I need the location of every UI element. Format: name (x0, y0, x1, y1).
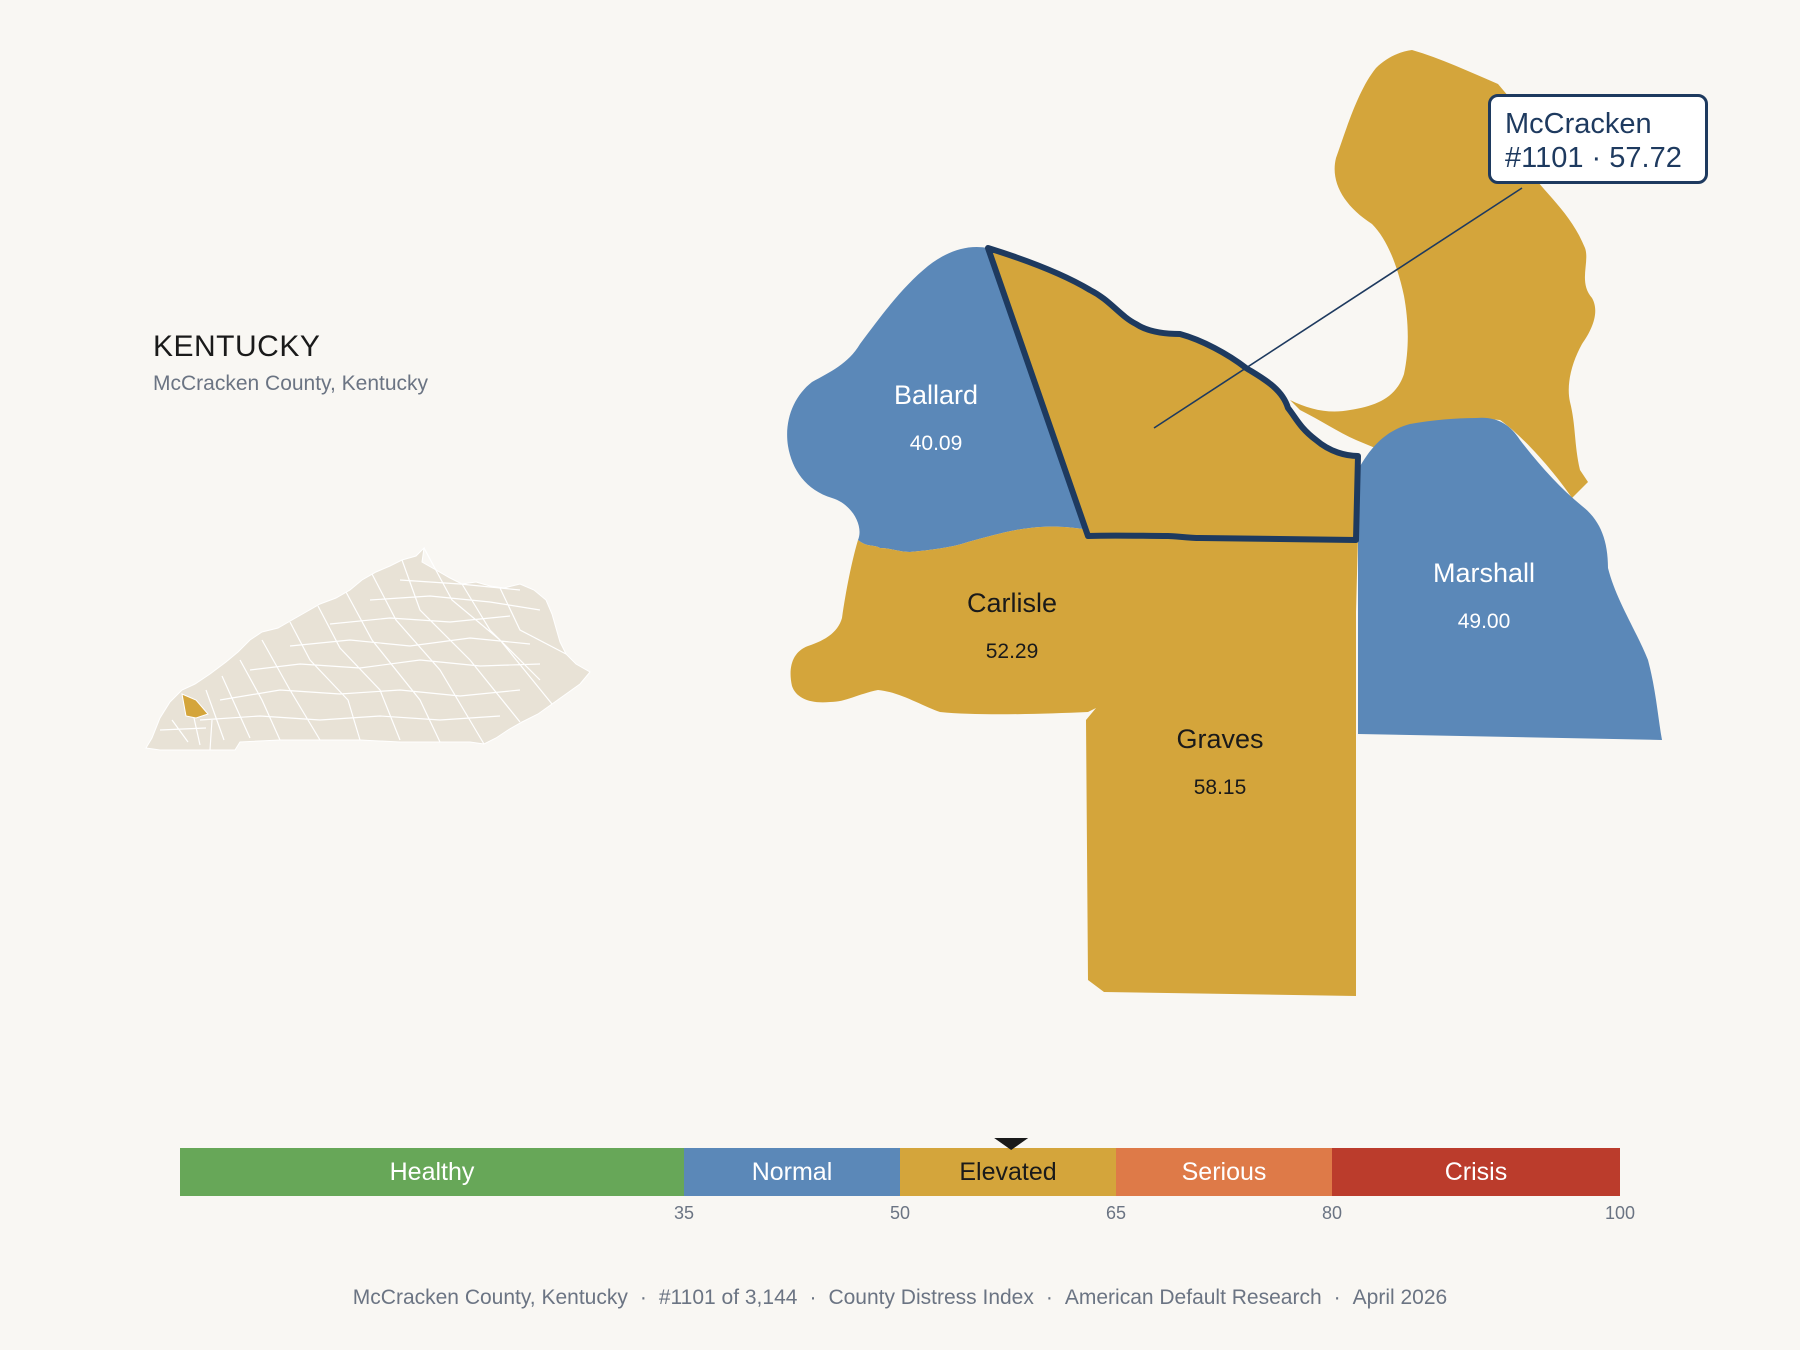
kentucky-inset (145, 546, 591, 751)
scale-tick-label: 100 (1605, 1203, 1635, 1223)
callout-leader-line (1153, 187, 1523, 429)
label-graves-value: 58.15 (1194, 776, 1247, 799)
scale-tick-label: 65 (1106, 1203, 1126, 1223)
scale-marker-icon (994, 1138, 1029, 1150)
scale-band-crisis (1332, 1148, 1620, 1196)
footer-date: April 2026 (1352, 1286, 1448, 1309)
scale-band-label: Serious (1182, 1158, 1267, 1186)
state-title: KENTUCKY (153, 330, 321, 363)
label-ballard-value: 40.09 (910, 432, 963, 455)
scale-tick-label: 80 (1322, 1203, 1342, 1223)
label-carlisle-name: Carlisle (967, 588, 1057, 618)
scale-band-label: Crisis (1445, 1158, 1508, 1186)
footer-rank: #1101 of 3,144 (658, 1286, 798, 1309)
scale-band-label: Elevated (959, 1158, 1056, 1186)
state-subtitle: McCracken County, Kentucky (153, 372, 429, 395)
footer-source: American Default Research (1064, 1286, 1322, 1309)
scale-tick-label: 35 (674, 1203, 694, 1223)
county-graves[interactable] (1086, 534, 1358, 996)
label-marshall-value: 49.00 (1458, 610, 1511, 633)
scale-band-normal (684, 1148, 900, 1196)
callout-name: McCracken (1505, 108, 1652, 140)
footer-separator: · (1045, 1286, 1053, 1309)
label-ballard-name: Ballard (894, 380, 978, 410)
footer-separator: · (1333, 1286, 1341, 1309)
footer: McCracken County, Kentucky · #1101 of 3,14… (0, 1286, 1800, 1310)
label-graves-name: Graves (1176, 724, 1263, 754)
footer-county: McCracken County, Kentucky (352, 1286, 628, 1309)
scale-band-elevated (900, 1148, 1116, 1196)
inset-county-lines (159, 547, 567, 751)
label-carlisle-value: 52.29 (986, 640, 1039, 663)
scale-band-serious (1116, 1148, 1332, 1196)
label-marshall-name: Marshall (1433, 558, 1535, 588)
scale-band-healthy (180, 1148, 684, 1196)
scale-tick-label: 50 (890, 1203, 910, 1223)
footer-separator: · (639, 1286, 647, 1309)
county-carlisle[interactable] (790, 526, 1088, 715)
county-mccracken[interactable] (985, 245, 1361, 543)
scale-band-label: Normal (752, 1158, 833, 1186)
inset-mccracken-highlight (181, 693, 209, 719)
county-labels: Ballard 40.09 Carlisle 52.29 Graves 58.1… (894, 380, 1535, 799)
county-shapes (787, 50, 1662, 996)
scale-band-label: Healthy (390, 1158, 475, 1186)
footer-index: County Distress Index (828, 1286, 1034, 1309)
county-marshall[interactable] (1358, 417, 1662, 740)
callout-detail: #1101 · 57.72 (1505, 142, 1682, 174)
inset-state-shape (145, 546, 591, 751)
footer-separator: · (809, 1286, 817, 1309)
distress-scale: Healthy Normal Elevated Serious Crisis 35 50 65… (180, 1138, 1635, 1223)
county-callout: McCracken #1101 · 57.72 (1488, 94, 1708, 184)
